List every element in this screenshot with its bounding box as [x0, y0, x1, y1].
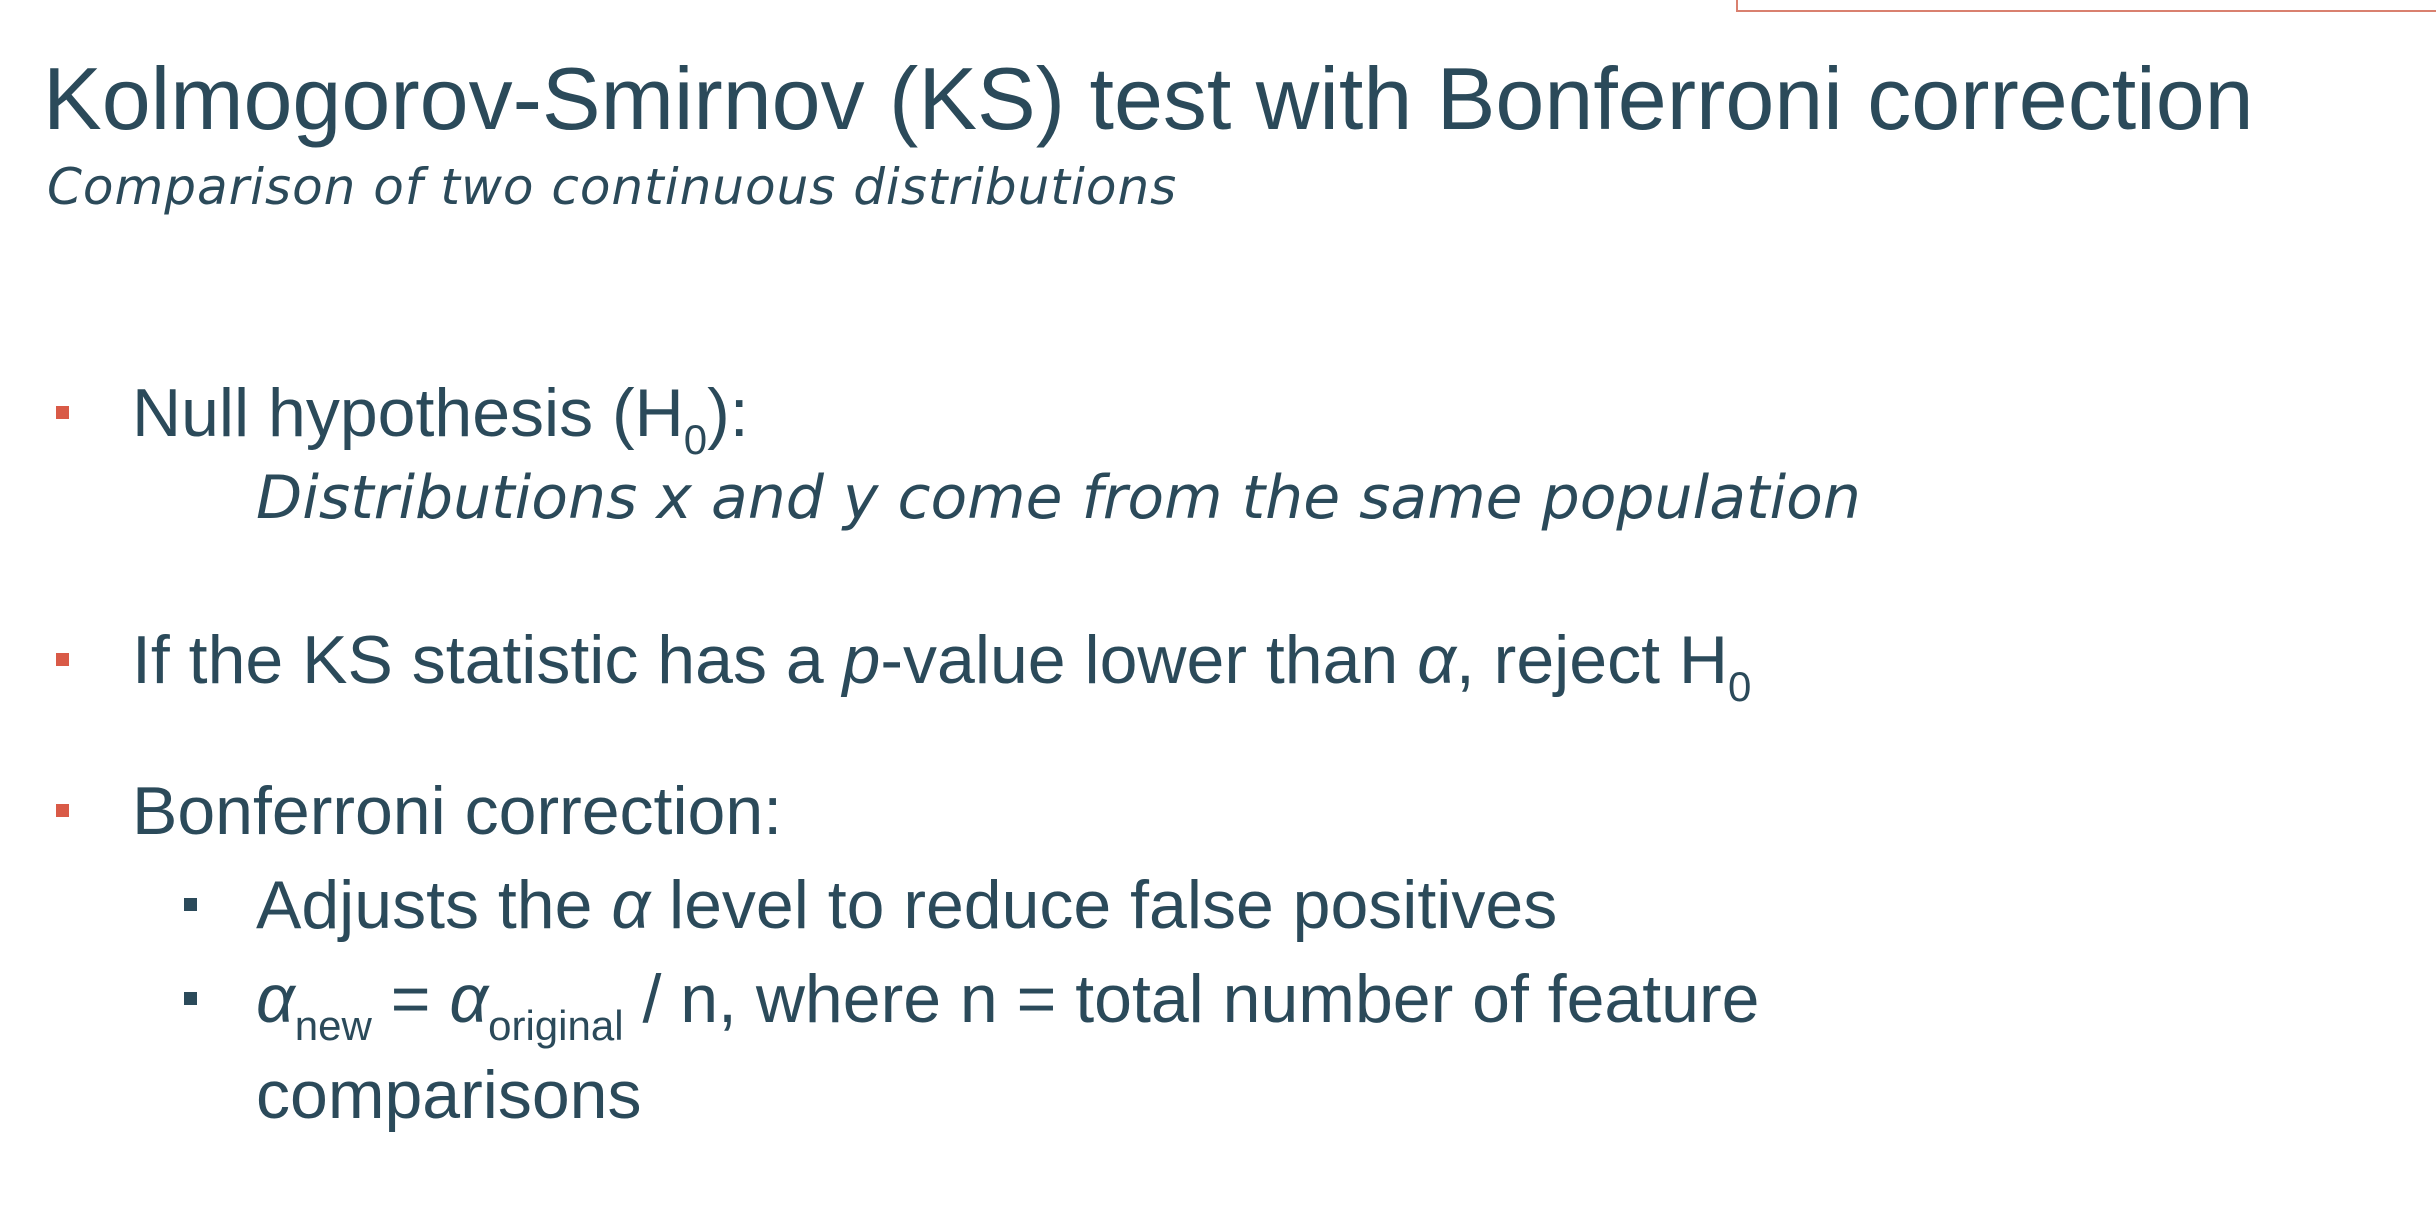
bullet-detail: Distributions x and y come from the same… — [256, 463, 1861, 533]
subscript: 0 — [1727, 663, 1752, 710]
text: Adjusts the — [256, 867, 612, 943]
bullet-marker — [56, 653, 69, 666]
text: α — [1417, 622, 1456, 698]
text: = — [371, 961, 450, 1037]
text: α — [449, 961, 489, 1037]
sub-bullet: Adjusts the α level to reduce false posi… — [256, 857, 1557, 953]
bullet-marker — [56, 804, 69, 817]
text: If the KS statistic has a — [132, 622, 843, 698]
text: Null hypothesis (H — [132, 375, 684, 451]
text: Bonferroni correction: — [132, 773, 783, 849]
subscript: original — [488, 1002, 624, 1049]
text: p — [842, 622, 881, 698]
frame-edge — [1736, 0, 2436, 12]
text: -value lower than — [880, 622, 1418, 698]
text: α — [256, 961, 295, 1037]
text: α — [611, 867, 651, 943]
text: ): — [707, 375, 749, 451]
slide-subtitle: Comparison of two continuous distributio… — [47, 158, 1178, 216]
sub-bullet-marker — [184, 992, 197, 1005]
sub-bullet-marker — [184, 898, 197, 911]
bullet: Null hypothesis (H0): — [132, 365, 749, 461]
text: / n, where n = total number of feature c… — [256, 961, 1760, 1133]
bullet-marker — [56, 406, 69, 419]
sub-bullet: αnew = αoriginal / n, where n = total nu… — [256, 951, 1876, 1143]
subscript: new — [294, 1002, 372, 1049]
subscript: 0 — [683, 416, 708, 463]
text: , reject H — [1455, 622, 1728, 698]
bullet: Bonferroni correction: — [132, 763, 782, 859]
slide-title: Kolmogorov-Smirnov (KS) test with Bonfer… — [43, 49, 2254, 148]
bullet: If the KS statistic has a p-value lower … — [132, 612, 1751, 708]
text: level to reduce false positives — [650, 867, 1558, 943]
